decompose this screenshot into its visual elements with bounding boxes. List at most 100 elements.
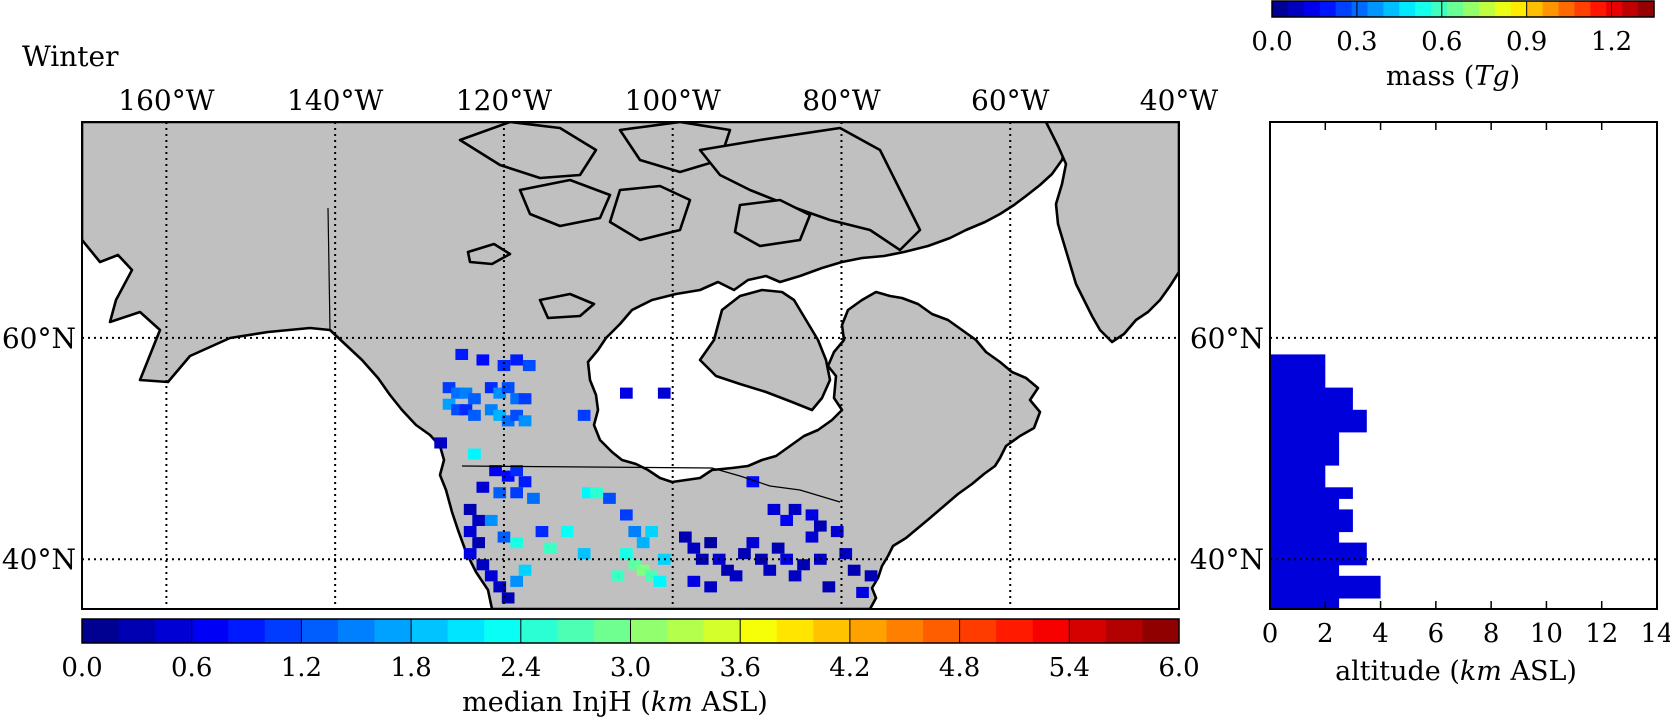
profile-bar — [1270, 575, 1381, 588]
injh-colorbar-segment — [886, 619, 924, 643]
injh-colorbar-segment — [630, 619, 668, 643]
profile-bar — [1270, 420, 1367, 433]
country-borders — [327, 207, 841, 503]
injh-cell — [729, 570, 743, 582]
injh-cell — [620, 387, 633, 399]
injh-colorbar-segment — [1032, 619, 1070, 643]
mass-colorbar-segment — [1542, 1, 1560, 17]
profile-x-tick-label: 6 — [1428, 619, 1445, 649]
injh-tick-label: 4.2 — [829, 653, 870, 683]
injh-cell — [510, 393, 523, 405]
injh-colorbar-segment — [118, 619, 156, 643]
injh-cell — [645, 526, 658, 538]
injh-cell — [839, 548, 853, 560]
injh-colorbar-segment — [264, 619, 302, 643]
injh-cell — [788, 503, 802, 515]
arctic-island-8 — [466, 242, 512, 266]
injh-colorbar-segment — [776, 619, 814, 643]
mass-colorbar-segment — [1272, 1, 1289, 17]
injh-cell — [645, 570, 658, 582]
injh-colorbar-segment — [228, 619, 266, 643]
injh-cell — [771, 542, 785, 554]
injh-cell — [484, 514, 498, 526]
profile-x-tick-label: 2 — [1317, 619, 1334, 649]
injh-colorbar-label: median InjH (km ASL) — [462, 687, 768, 718]
injh-cell — [493, 581, 507, 593]
profile-bar — [1270, 409, 1367, 422]
injh-cell — [704, 581, 717, 593]
injh-cell — [476, 481, 490, 493]
injh-cell — [459, 387, 473, 399]
mass-colorbar-segment — [1383, 1, 1400, 17]
injh-cell — [527, 492, 540, 504]
injh-colorbar-segment — [593, 619, 632, 643]
injh-tick-label: 0.6 — [171, 653, 212, 683]
mass-colorbar-segment — [1622, 1, 1639, 17]
injh-cell — [442, 382, 456, 394]
injh-cell — [484, 382, 498, 394]
injh-cell — [484, 404, 498, 416]
injh-cell — [442, 398, 456, 410]
injh-cell — [544, 542, 557, 554]
mass-colorbar-segment — [1590, 1, 1607, 17]
profile-bar — [1270, 487, 1353, 499]
injh-cell — [721, 564, 734, 576]
injh-cell — [628, 526, 642, 538]
arctic-island-5 — [608, 184, 692, 242]
profile-bar — [1270, 365, 1326, 378]
injh-cell — [814, 520, 827, 532]
injh-cell — [788, 570, 802, 582]
mass-tick-label: 0.9 — [1506, 27, 1547, 57]
map-longitude-labels: 160°W 140°W 120°W 100°W 80°W 60°W 40°W — [118, 84, 1218, 117]
injh-cell — [746, 537, 760, 549]
injh-cell — [590, 487, 604, 499]
profile-gridlines — [1270, 336, 1657, 561]
injh-cell — [468, 448, 481, 460]
injh-colorbar-segment — [337, 619, 376, 643]
mass-tick-label: 0.0 — [1251, 27, 1292, 57]
profile-bar — [1270, 387, 1353, 400]
injh-cell — [459, 404, 473, 416]
injh-cell — [510, 465, 523, 477]
mass-colorbar-segment — [1287, 1, 1305, 17]
injh-cell — [510, 354, 523, 366]
profile-bar — [1270, 498, 1340, 510]
arctic-island-6 — [733, 198, 812, 248]
injh-colorbar-segment — [301, 619, 339, 643]
injh-tick-label: 3.0 — [610, 653, 651, 683]
injh-cell — [493, 387, 507, 399]
injh-tick-label: 3.6 — [720, 653, 761, 683]
injh-cell — [501, 382, 515, 394]
injh-cell — [493, 487, 507, 499]
longitude-label: 120°W — [456, 84, 552, 117]
mass-colorbar-segment — [1367, 1, 1385, 17]
latitude-label: 60°N — [2, 322, 76, 355]
injh-cell — [695, 553, 709, 565]
season-title: Winter — [22, 40, 119, 73]
profile-frame — [1269, 121, 1658, 610]
mass-colorbar-segment — [1303, 1, 1321, 17]
profile-x-tick-label: 8 — [1483, 619, 1500, 649]
mass-colorbar-segment — [1478, 1, 1496, 17]
injh-colorbar-segment — [374, 619, 412, 643]
injh-cell — [472, 514, 485, 526]
mass-colorbar-segment — [1463, 1, 1480, 17]
injh-tick-label: 4.8 — [939, 653, 980, 683]
injh-colorbar-segment — [447, 619, 485, 643]
profile-xlabel: altitude (km ASL) — [1335, 656, 1577, 687]
injh-cell — [864, 570, 878, 582]
injh-cell — [636, 537, 650, 549]
injh-colorbar-segment — [923, 619, 961, 643]
injh-cell — [805, 509, 819, 521]
profile-latitude-label: 60°N — [1190, 322, 1264, 355]
longitude-label: 160°W — [118, 84, 214, 117]
mass-colorbar-segment — [1351, 1, 1369, 17]
injh-colorbar-segment — [740, 619, 778, 643]
profile-bar — [1270, 542, 1367, 555]
profile-latitude-label: 40°N — [1190, 543, 1264, 576]
profile-latitude-labels: 40°N 60°N — [1190, 322, 1264, 576]
mass-colorbar-segment — [1526, 1, 1544, 17]
profile-bar — [1270, 465, 1326, 477]
